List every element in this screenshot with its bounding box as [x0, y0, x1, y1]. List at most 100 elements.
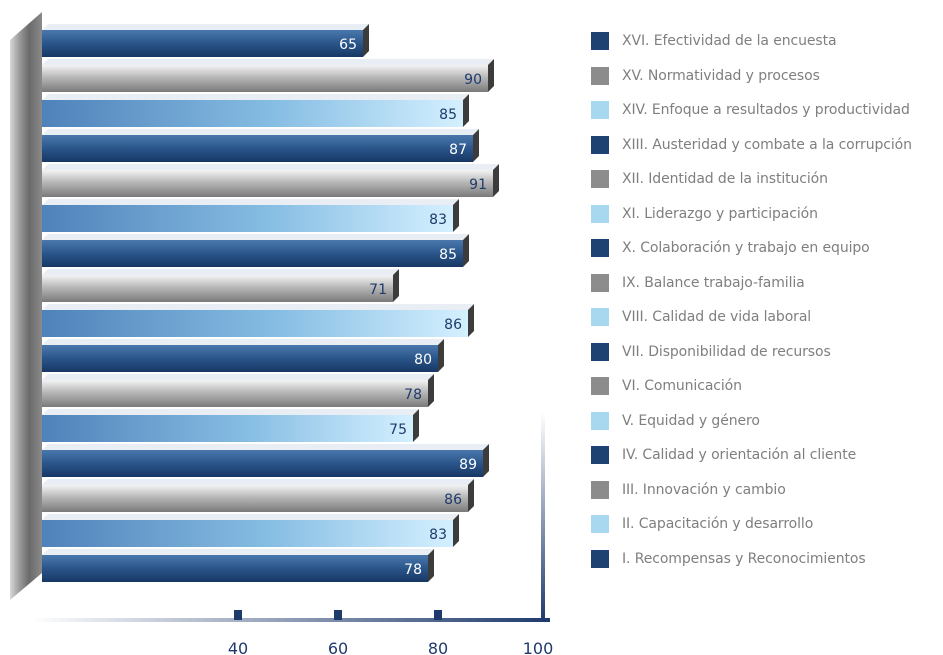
x-tick-label: 60 [328, 639, 348, 655]
legend-swatch [591, 204, 609, 223]
bar-value-label: 71 [369, 282, 387, 298]
bar-top-face [42, 234, 469, 240]
legend-swatch [591, 239, 609, 258]
bar-16: 78 [42, 549, 434, 582]
legend-label: VI. Comunicación [622, 378, 742, 395]
legend-item: XIV. Enfoque a resultados y productivida… [591, 93, 943, 128]
legend-label: II. Capacitación y desarrollo [622, 516, 814, 533]
bar-front [42, 275, 393, 302]
bar-top-face [42, 94, 469, 100]
bar-value-label: 86 [444, 492, 462, 508]
bar-end-face [468, 479, 474, 512]
bar-front [42, 240, 463, 267]
legend-item: I. Recompensas y Reconocimientos [591, 542, 943, 577]
legend-label: VII. Disponibilidad de recursos [622, 343, 831, 360]
bar-front [42, 310, 468, 337]
bar-top-face [42, 24, 369, 30]
bar-2: 90 [42, 59, 494, 92]
legend-swatch [591, 135, 609, 154]
bar-end-face [463, 94, 469, 127]
bar-14: 86 [42, 479, 474, 512]
legend-label: XVI. Efectividad de la encuesta [622, 33, 837, 50]
bar-value-label: 91 [469, 177, 487, 193]
bar-front [42, 380, 428, 407]
bar-value-label: 78 [404, 387, 422, 403]
legend-swatch [591, 342, 609, 361]
bar-top-face [42, 129, 479, 135]
legend-item: XI. Liderazgo y participación [591, 197, 943, 232]
x-tick-mark [234, 610, 242, 620]
legend-label: XIV. Enfoque a resultados y productivida… [622, 102, 910, 119]
bar-value-label: 78 [404, 562, 422, 578]
legend-swatch [591, 273, 609, 292]
legend-swatch [591, 515, 609, 534]
bar-value-label: 90 [464, 72, 482, 88]
legend-item: IV. Calidad y orientación al cliente [591, 438, 943, 473]
bar-10: 80 [42, 339, 444, 372]
legend-label: VIII. Calidad de vida laboral [622, 309, 812, 326]
bar-value-label: 85 [439, 247, 457, 263]
bar-6: 83 [42, 199, 459, 232]
legend-swatch [591, 101, 609, 120]
bar-value-label: 85 [439, 107, 457, 123]
legend-swatch [591, 446, 609, 465]
legend-item: II. Capacitación y desarrollo [591, 507, 943, 542]
bar-end-face [428, 549, 434, 582]
bar-value-label: 75 [389, 422, 407, 438]
bar-1: 65 [42, 24, 369, 57]
legend-swatch [591, 66, 609, 85]
bar-top-face [42, 409, 419, 415]
x-axis-line [30, 618, 550, 622]
legend-swatch [591, 308, 609, 327]
legend-swatch [591, 170, 609, 189]
x-tick-label: 80 [428, 639, 448, 655]
bar-top-face [42, 374, 434, 380]
bar-value-label: 83 [429, 212, 447, 228]
bar-7: 85 [42, 234, 469, 267]
legend-swatch [591, 32, 609, 51]
bar-end-face [363, 24, 369, 57]
bar-12: 75 [42, 409, 419, 442]
bar-value-label: 87 [449, 142, 467, 158]
chart-legend: XVI. Efectividad de la encuesta XV. Norma… [591, 24, 943, 576]
chart-back-wall [10, 12, 42, 600]
bar-front [42, 345, 438, 372]
bar-end-face [438, 339, 444, 372]
bar-front [42, 555, 428, 582]
legend-swatch [591, 377, 609, 396]
legend-item: IX. Balance trabajo-familia [591, 266, 943, 301]
x-tick-mark [434, 610, 442, 620]
bar-end-face [488, 59, 494, 92]
legend-item: XV. Normatividad y procesos [591, 59, 943, 94]
legend-label: XV. Normatividad y procesos [622, 67, 820, 84]
bar-end-face [493, 164, 499, 197]
legend-item: V. Equidad y género [591, 404, 943, 439]
legend-item: XII. Identidad de la institución [591, 162, 943, 197]
bar-front [42, 65, 488, 92]
x-tick-mark [334, 610, 342, 620]
bar-chart: 65 90 85 87 91 83 85 71 86 80 78 75 89 86 83 78 40 60 80 1… [10, 12, 554, 655]
legend-item: XVI. Efectividad de la encuesta [591, 24, 943, 59]
bar-top-face [42, 444, 489, 450]
legend-item: X. Colaboración y trabajo en equipo [591, 231, 943, 266]
bar-3: 85 [42, 94, 469, 127]
x-tick-label: 40 [228, 639, 248, 655]
legend-label: X. Colaboración y trabajo en equipo [622, 240, 870, 257]
bar-value-label: 65 [339, 37, 357, 53]
bar-end-face [473, 129, 479, 162]
bar-top-face [42, 479, 474, 485]
bar-value-label: 86 [444, 317, 462, 333]
bar-end-face [483, 444, 489, 477]
legend-label: XII. Identidad de la institución [622, 171, 828, 188]
bar-13: 89 [42, 444, 489, 477]
legend-item: XIII. Austeridad y combate a la corrupci… [591, 128, 943, 163]
legend-swatch [591, 549, 609, 568]
bar-front [42, 415, 413, 442]
bar-end-face [463, 234, 469, 267]
bar-front [42, 30, 363, 57]
legend-label: IX. Balance trabajo-familia [622, 274, 805, 291]
legend-swatch [591, 411, 609, 430]
bar-end-face [453, 199, 459, 232]
x-tick-label: 100 [523, 639, 554, 655]
legend-item: III. Innovación y cambio [591, 473, 943, 508]
